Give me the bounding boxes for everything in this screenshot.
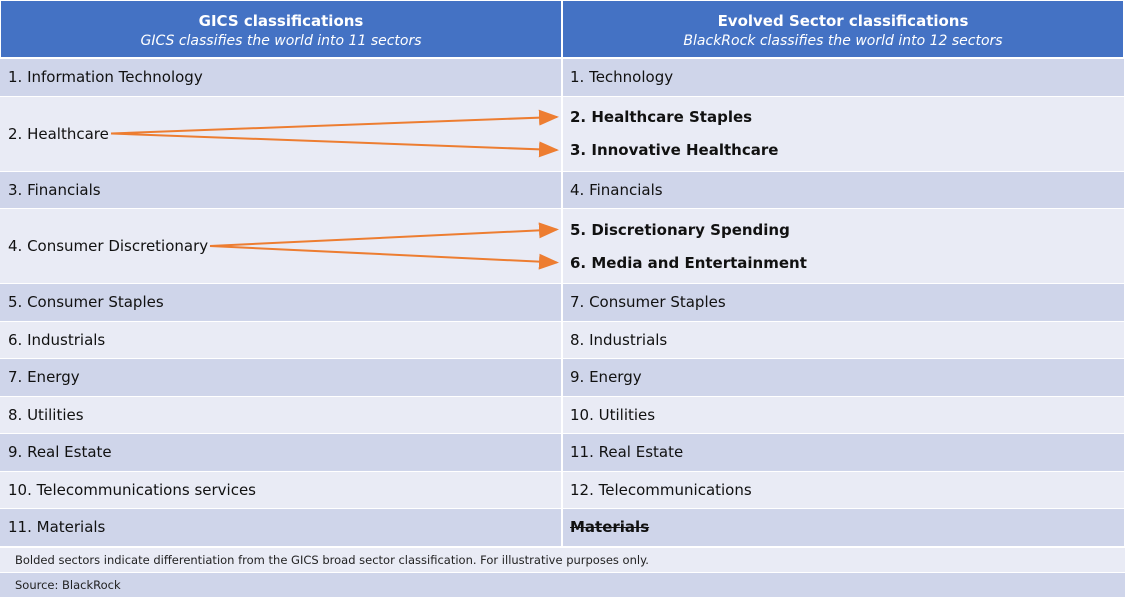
gics-sector: 4. Consumer Discretionary — [8, 237, 209, 255]
gics-sector: 1. Information Technology — [8, 68, 203, 87]
right-cell — [563, 396, 1124, 433]
gics-sector: 6. Industrials — [8, 330, 106, 349]
left-cell — [0, 434, 561, 471]
left-cell — [0, 171, 561, 208]
header-title: GICS classifications — [198, 12, 364, 30]
evolved-sector: 6. Media and Entertainment — [570, 253, 807, 272]
evolved-sector: 11. Real Estate — [570, 443, 684, 462]
gics-sector: 5. Consumer Staples — [8, 293, 164, 312]
right-cell — [563, 434, 1124, 471]
right-cell — [563, 359, 1124, 396]
left-cell — [0, 509, 561, 546]
left-cell — [0, 471, 561, 508]
evolved-sector: 9. Energy — [570, 368, 642, 387]
right-cell — [563, 321, 1124, 358]
right-cell — [563, 59, 1124, 96]
evolved-sector: 3. Innovative Healthcare — [570, 141, 779, 159]
footnote: Bolded sectors indicate differentiation … — [0, 548, 1125, 572]
right-cell — [563, 509, 1124, 546]
right-cell — [563, 471, 1124, 508]
right-cell — [563, 209, 1124, 283]
left-cell — [0, 284, 561, 321]
header-subtitle: GICS classifies the world into 11 sector… — [140, 33, 422, 49]
right-cell — [563, 96, 1124, 171]
left-header: GICS classifications GICS classifies the… — [1, 1, 561, 57]
arrow — [110, 132, 559, 158]
left-cell — [0, 359, 561, 396]
gics-sector: 2. Healthcare — [8, 124, 109, 143]
header-subtitle: BlackRock classifies the world into 12 s… — [683, 33, 1003, 49]
left-cell — [0, 396, 561, 433]
arrow — [110, 109, 559, 135]
evolved-sector: 4. Financials — [570, 180, 663, 199]
source: Source: BlackRock — [0, 573, 1125, 597]
header-title: Evolved Sector classifications — [717, 12, 969, 30]
left-cell — [0, 209, 561, 283]
gics-sector: 7. Energy — [8, 368, 80, 387]
evolved-sector: 8. Industrials — [570, 330, 668, 349]
evolved-sector: Materials — [570, 518, 650, 537]
evolved-sector: 10. Utilities — [570, 405, 656, 424]
right-cell — [563, 284, 1124, 321]
evolved-sector: 1. Technology — [570, 68, 674, 87]
right-header: Evolved Sector classifications BlackRock… — [563, 1, 1123, 57]
gics-sector: 3. Financials — [8, 180, 101, 199]
gics-sector: 11. Materials — [8, 518, 106, 537]
right-cell — [563, 171, 1124, 208]
left-cell — [0, 96, 561, 171]
evolved-sector: 2. Healthcare Staples — [570, 108, 753, 126]
evolved-sector: 5. Discretionary Spending — [570, 220, 790, 239]
gics-sector: 9. Real Estate — [8, 443, 112, 462]
left-cell — [0, 59, 561, 96]
left-cell — [0, 321, 561, 358]
evolved-sector: 12. Telecommunications — [570, 480, 752, 499]
arrow — [209, 222, 559, 247]
arrow — [209, 245, 559, 270]
gics-sector: 8. Utilities — [8, 405, 84, 424]
evolved-sector: 7. Consumer Staples — [570, 293, 726, 312]
gics-sector: 10. Telecommunications services — [8, 480, 256, 499]
